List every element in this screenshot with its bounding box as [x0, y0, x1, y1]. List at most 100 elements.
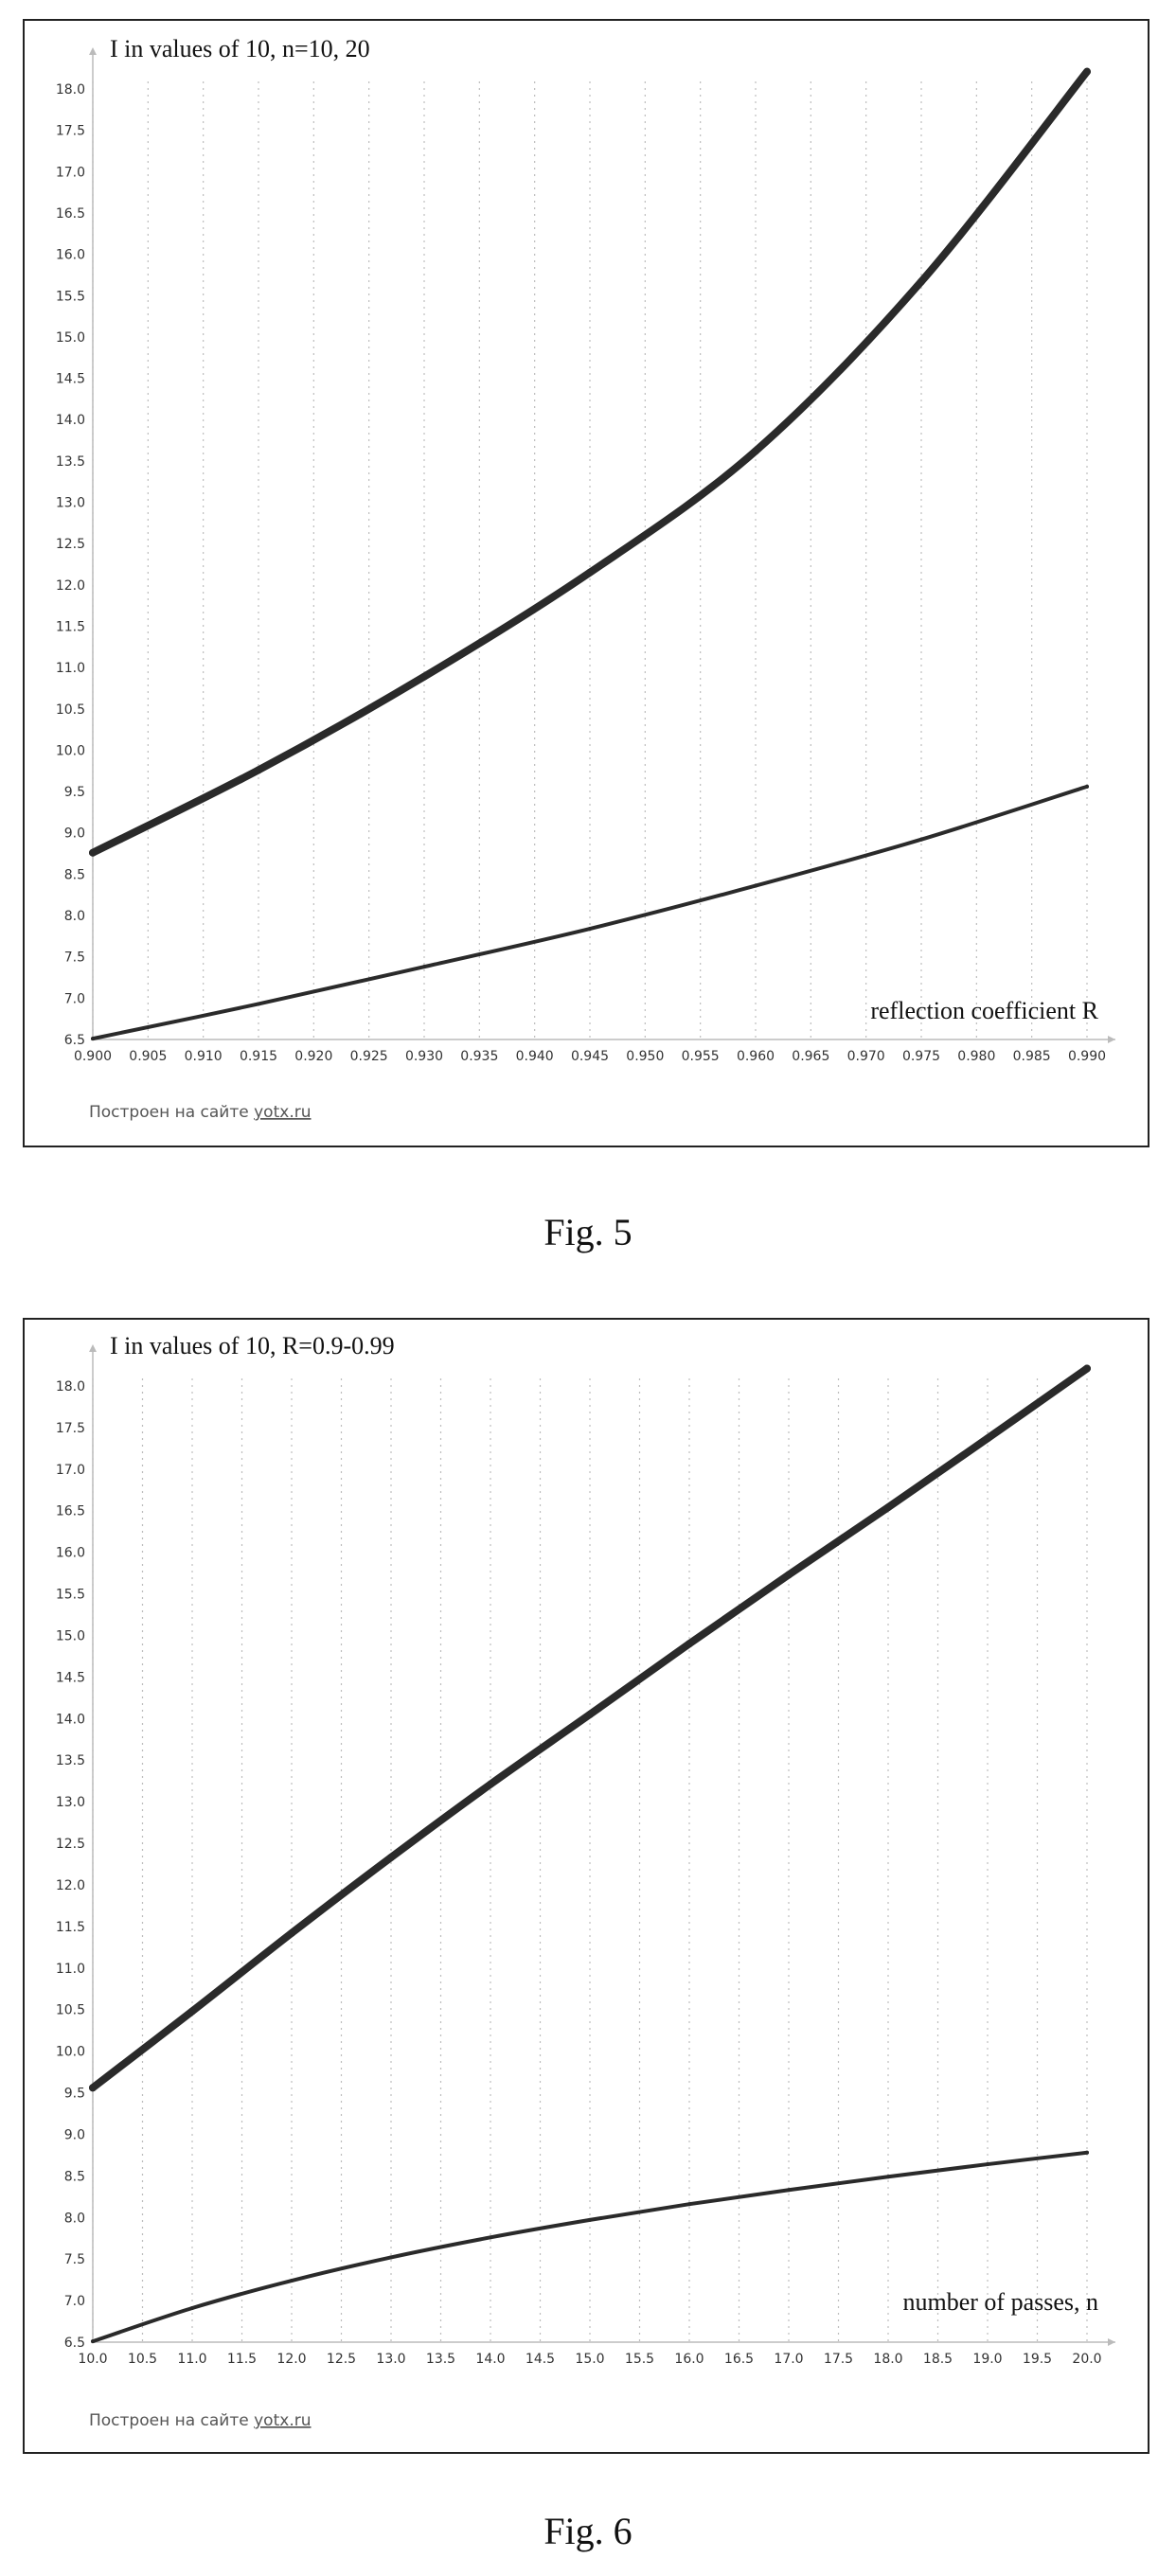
grid [92, 1378, 1088, 2342]
series-point [489, 2235, 492, 2240]
series-point [487, 1780, 494, 1788]
x-tick-label: 0.945 [571, 1049, 609, 1064]
y-tick-label: 12.5 [56, 537, 85, 552]
y-tick-label: 12.0 [56, 1878, 85, 1893]
series-point [886, 2175, 890, 2179]
x-tick-label: 0.920 [294, 1049, 332, 1064]
grid [92, 81, 1088, 1039]
credit-prefix: Построен на сайте [89, 1103, 254, 1122]
x-tick-label: 13.5 [426, 2352, 455, 2367]
y-tick-label: 16.5 [56, 206, 85, 222]
series-point [919, 837, 923, 842]
series-point [686, 1640, 693, 1648]
y-tick-label: 17.0 [56, 1463, 85, 1478]
x-axis-arrow-icon [1108, 1036, 1115, 1043]
x-tick-label: 0.925 [350, 1049, 388, 1064]
chart-title: I in values of 10, n=10, 20 [110, 35, 370, 62]
chart-fig6: 6.5 7.0 7.5 8.0 8.5 9.0 9.5 10.0 10.5 11.0 11.5 12.… [56, 1332, 1115, 2430]
series-point [89, 2084, 97, 2092]
x-tick-label: 0.950 [626, 1049, 664, 1064]
y-tick-label: 6.5 [64, 2336, 85, 2351]
series-point [588, 927, 592, 932]
x-tick-label: 0.985 [1013, 1049, 1051, 1064]
y-tick-label: 7.5 [64, 950, 85, 966]
series-line-1 [89, 1364, 1091, 2092]
y-tick-label: 17.5 [56, 124, 85, 139]
y-tick-label: 12.0 [56, 578, 85, 594]
y-tick-label: 18.0 [56, 1379, 85, 1395]
y-tick-label: 13.0 [56, 1795, 85, 1810]
y-tick-label: 10.5 [56, 2003, 85, 2018]
series-point [787, 2188, 791, 2193]
x-tick-label: 0.980 [957, 1049, 995, 1064]
y-tick-label: 13.0 [56, 496, 85, 511]
figure-caption-fig6: Fig. 6 [543, 2510, 633, 2552]
y-tick-label: 9.0 [64, 826, 85, 842]
y-tick-label: 9.5 [64, 2087, 85, 2102]
y-tick-label: 8.5 [64, 2169, 85, 2184]
y-tick-label: 14.0 [56, 413, 85, 428]
y-tick-label: 17.0 [56, 165, 85, 180]
credit-text: Построен на сайте yotx.ru [89, 1103, 311, 1122]
series-point [586, 568, 594, 577]
y-tick-label: 18.0 [56, 82, 85, 98]
y-tick-label: 12.5 [56, 1837, 85, 1852]
y-tick-label: 11.0 [56, 661, 85, 676]
y-tick-label: 13.5 [56, 454, 85, 470]
credit-link[interactable]: yotx.ru [254, 1103, 311, 1122]
y-axis-arrow-icon [89, 47, 97, 55]
x-tick-label: 0.970 [847, 1049, 885, 1064]
series-point [1083, 1364, 1091, 1373]
chart-frame-fig5: 6.5 7.0 7.5 8.0 8.5 9.0 9.5 10.0 10.5 11.0 11.5 12.… [23, 19, 1149, 1147]
credit-prefix: Построен на сайте [89, 2411, 254, 2430]
series-point [687, 2202, 691, 2207]
y-tick-label: 15.0 [56, 330, 85, 346]
y-tick-label: 8.0 [64, 909, 85, 924]
x-tick-label: 10.5 [128, 2352, 157, 2367]
chart-fig5: 6.5 7.0 7.5 8.0 8.5 9.0 9.5 10.0 10.5 11.0 11.5 12.… [56, 35, 1115, 1122]
x-tick-label: 0.935 [460, 1049, 498, 1064]
x-tick-label: 10.0 [78, 2352, 107, 2367]
series-point [986, 2162, 989, 2167]
series-point [422, 965, 426, 969]
y-tick-label: 11.5 [56, 619, 85, 634]
x-tick-label: 0.975 [902, 1049, 940, 1064]
credit-text: Построен на сайте yotx.ru [89, 2411, 311, 2430]
x-tick-label: 17.5 [824, 2352, 853, 2367]
x-tick-label: 0.955 [682, 1049, 720, 1064]
y-tick-label: 11.5 [56, 1920, 85, 1935]
x-tick-label: 15.0 [575, 2352, 604, 2367]
x-tick-label: 0.915 [240, 1049, 277, 1064]
x-tick-label: 16.0 [674, 2352, 704, 2367]
x-tick-label: 14.5 [526, 2352, 555, 2367]
x-tick-label: 15.5 [625, 2352, 654, 2367]
series-point [257, 1002, 260, 1006]
x-tick-label: 0.960 [737, 1049, 775, 1064]
series-line-1 [89, 67, 1091, 857]
y-tick-label: 9.5 [64, 785, 85, 800]
figure-caption-fig5: Fig. 5 [543, 1211, 633, 1253]
y-tick-label: 7.0 [64, 991, 85, 1006]
y-tick-label: 11.0 [56, 1962, 85, 1977]
x-tick-label: 0.990 [1068, 1049, 1106, 1064]
x-tick-label: 0.940 [516, 1049, 554, 1064]
y-tick-label: 7.0 [64, 2294, 85, 2309]
y-tick-label: 10.5 [56, 702, 85, 718]
series-point [586, 1710, 594, 1718]
series-point [984, 1434, 991, 1443]
y-tick-label: 10.0 [56, 743, 85, 758]
series-point [290, 2279, 294, 2283]
series-point [918, 277, 925, 286]
y-tick-label: 16.5 [56, 1504, 85, 1519]
series-point [89, 848, 97, 857]
series-point [754, 883, 757, 888]
y-tick-label: 14.5 [56, 372, 85, 387]
series-point [752, 447, 759, 455]
chart-title: I in values of 10, R=0.9-0.99 [110, 1332, 395, 1359]
y-tick-label: 9.0 [64, 2127, 85, 2142]
series-point [91, 1037, 95, 1041]
series-point [588, 2217, 592, 2222]
series-point [91, 2339, 95, 2344]
credit-link[interactable]: yotx.ru [254, 2411, 311, 2430]
series-point [255, 766, 262, 774]
